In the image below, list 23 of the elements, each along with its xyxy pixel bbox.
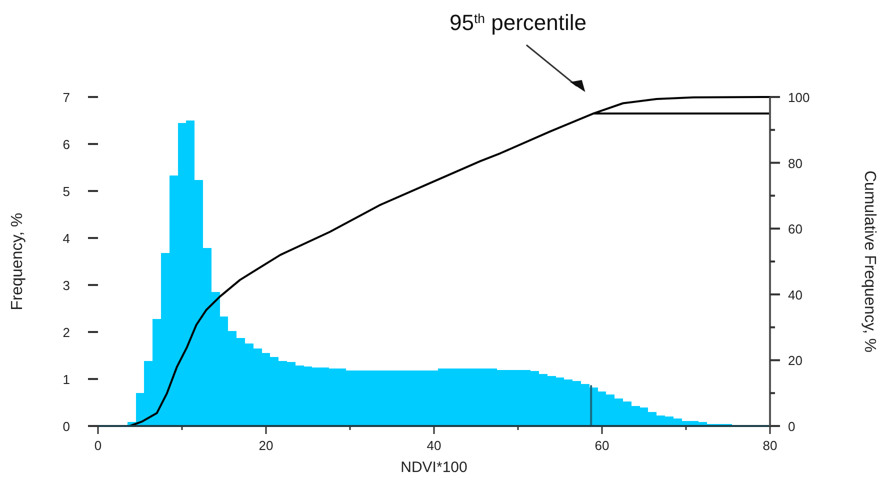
x-tick-label: 80 bbox=[762, 438, 778, 453]
y-tick-label: 1 bbox=[62, 372, 70, 387]
y2-tick-label: 20 bbox=[788, 353, 802, 368]
y-tick-label: 0 bbox=[62, 419, 70, 434]
y-tick-label: 6 bbox=[62, 137, 70, 152]
y-tick-label: 3 bbox=[62, 278, 70, 293]
y2-tick-label: 40 bbox=[788, 287, 802, 302]
y-tick-label: 7 bbox=[62, 90, 70, 105]
y2-tick-label: 60 bbox=[788, 222, 802, 237]
y2-axis-title: Cumulative Frequency, % bbox=[861, 170, 878, 352]
y2-tick-label: 100 bbox=[788, 90, 810, 105]
y-axis-title: Frequency, % bbox=[9, 212, 26, 310]
x-tick-label: 20 bbox=[258, 438, 274, 453]
y-tick-label: 2 bbox=[62, 325, 70, 340]
x-tick-label: 60 bbox=[594, 438, 610, 453]
y-tick-label: 4 bbox=[62, 231, 70, 246]
x-tick-label: 0 bbox=[94, 438, 102, 453]
x-axis-title: NDVI*100 bbox=[400, 459, 468, 476]
y2-tick-label: 0 bbox=[788, 419, 796, 434]
y2-tick-label: 80 bbox=[788, 156, 802, 171]
x-tick-label: 40 bbox=[426, 438, 442, 453]
text: 95$^{th}$ percentile bbox=[450, 10, 586, 35]
y-tick-label: 5 bbox=[62, 184, 70, 199]
